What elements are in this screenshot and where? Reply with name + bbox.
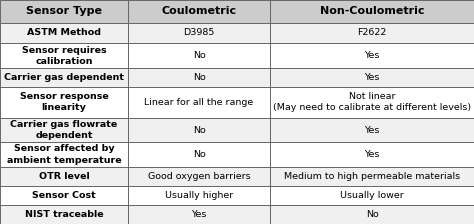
Text: Coulometric: Coulometric [162,6,237,16]
Text: Sensor Cost: Sensor Cost [32,191,96,200]
Bar [0,0,128,23]
Text: Yes: Yes [365,51,380,60]
Bar [128,205,270,224]
Text: Linear for all the range: Linear for all the range [145,98,254,107]
Bar [128,68,270,87]
Text: Medium to high permeable materials: Medium to high permeable materials [284,172,460,181]
Bar [0,68,128,87]
Bar [270,205,474,224]
Text: No: No [366,210,378,219]
Bar [270,186,474,205]
Bar [0,87,128,118]
Text: No: No [193,126,205,135]
Bar [0,167,128,186]
Text: Yes: Yes [365,73,380,82]
Text: No: No [193,73,205,82]
Bar [128,167,270,186]
Bar [128,142,270,167]
Bar [128,23,270,43]
Text: Yes: Yes [365,150,380,159]
Text: Sensor affected by
ambient temperature: Sensor affected by ambient temperature [7,144,121,165]
Text: Non-Coulometric: Non-Coulometric [320,6,424,16]
Bar [270,142,474,167]
Text: Not linear
(May need to calibrate at different levels): Not linear (May need to calibrate at dif… [273,92,471,112]
Bar [0,118,128,142]
Text: Sensor Type: Sensor Type [26,6,102,16]
Text: NIST traceable: NIST traceable [25,210,103,219]
Bar [0,43,128,68]
Bar [270,23,474,43]
Text: D3985: D3985 [183,28,215,37]
Text: Usually lower: Usually lower [340,191,404,200]
Text: OTR level: OTR level [38,172,90,181]
Text: Good oxygen barriers: Good oxygen barriers [148,172,250,181]
Bar [128,118,270,142]
Text: F2622: F2622 [357,28,387,37]
Text: No: No [193,51,205,60]
Bar [270,118,474,142]
Text: ASTM Method: ASTM Method [27,28,101,37]
Bar [0,23,128,43]
Bar [270,68,474,87]
Bar [128,186,270,205]
Bar [0,205,128,224]
Text: Yes: Yes [365,126,380,135]
Text: Carrier gas flowrate
dependent: Carrier gas flowrate dependent [10,120,118,140]
Text: Sensor requires
calibration: Sensor requires calibration [22,45,106,66]
Text: Usually higher: Usually higher [165,191,233,200]
Bar [0,142,128,167]
Bar [128,43,270,68]
Bar [270,43,474,68]
Text: No: No [193,150,205,159]
Text: Sensor response
linearity: Sensor response linearity [19,92,109,112]
Bar [128,87,270,118]
Bar [0,186,128,205]
Text: Carrier gas dependent: Carrier gas dependent [4,73,124,82]
Bar [270,167,474,186]
Bar [128,0,270,23]
Text: Yes: Yes [191,210,207,219]
Bar [270,0,474,23]
Bar [270,87,474,118]
